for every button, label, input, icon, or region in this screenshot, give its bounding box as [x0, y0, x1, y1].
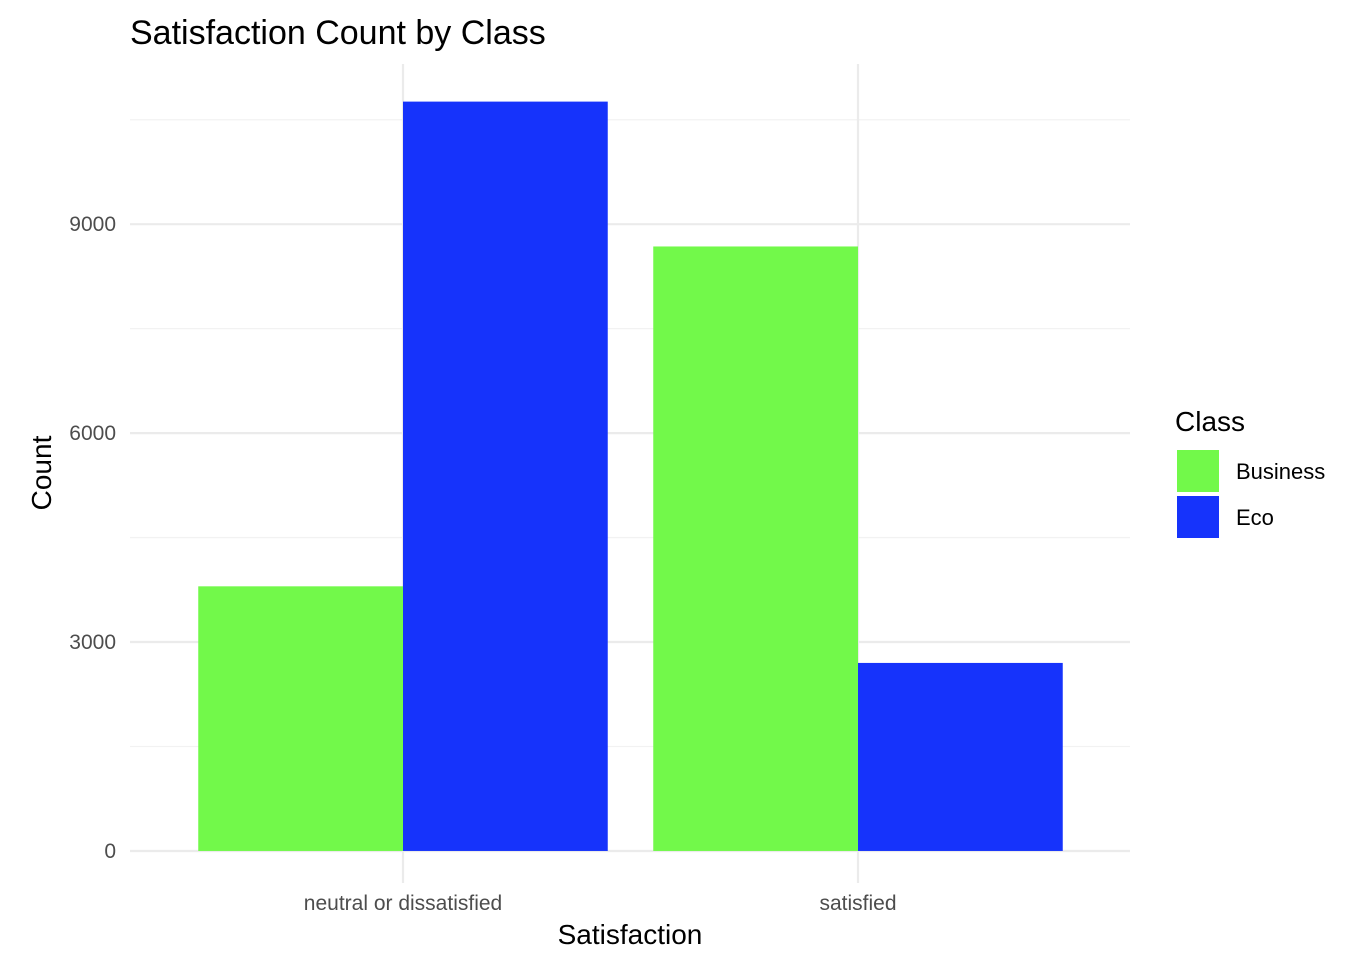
legend: Class Business Eco: [1175, 406, 1325, 538]
x-tick-label: neutral or dissatisfied: [304, 892, 502, 915]
legend-key-business: [1177, 450, 1219, 492]
y-tick-label: 9000: [69, 213, 116, 236]
chart-title: Satisfaction Count by Class: [130, 14, 546, 52]
bars: [198, 101, 1063, 851]
y-tick-label: 0: [104, 840, 116, 863]
bar-eco-2: [858, 662, 1063, 851]
x-axis-ticks: neutral or dissatisfied satisfied: [304, 892, 897, 915]
y-axis-ticks: 0 3000 6000 9000: [69, 213, 116, 863]
x-axis-title: Satisfaction: [558, 919, 703, 950]
y-tick-label: 6000: [69, 422, 116, 445]
bar-eco-1: [403, 101, 608, 851]
bar-business-1: [198, 586, 403, 851]
legend-label-eco: Eco: [1236, 505, 1274, 530]
y-axis-title: Count: [26, 435, 57, 510]
bar-business-2: [653, 246, 858, 851]
x-tick-label: satisfied: [819, 892, 896, 915]
legend-title: Class: [1175, 406, 1245, 437]
y-tick-label: 3000: [69, 631, 116, 654]
legend-key-eco: [1177, 496, 1219, 538]
legend-label-business: Business: [1236, 459, 1325, 484]
